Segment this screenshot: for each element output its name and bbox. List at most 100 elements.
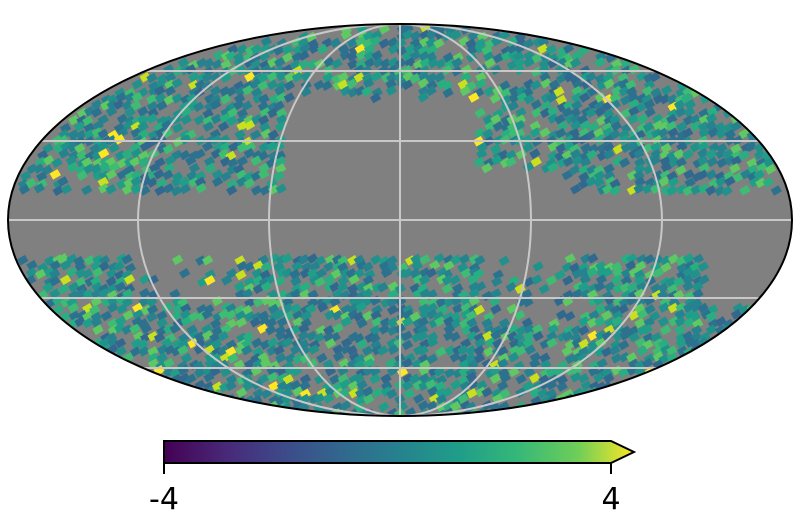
map-pixel xyxy=(427,336,439,348)
map-pixel xyxy=(124,107,136,118)
map-pixel xyxy=(411,260,423,272)
map-pixel xyxy=(419,57,432,69)
map-pixel xyxy=(689,113,701,125)
map-pixel xyxy=(268,381,280,392)
map-pixel xyxy=(523,78,535,90)
map-pixel xyxy=(468,92,480,103)
map-pixel xyxy=(107,336,119,348)
map-pixel xyxy=(611,85,623,97)
map-pixel xyxy=(267,57,279,68)
map-pixel xyxy=(402,373,414,384)
map-pixel xyxy=(356,281,368,293)
map-pixel xyxy=(234,304,246,316)
map-pixel xyxy=(562,156,575,168)
map-pixel xyxy=(529,120,541,132)
map-pixel xyxy=(690,301,702,313)
map-pixel xyxy=(116,157,129,169)
map-pixel xyxy=(409,73,421,84)
map-pixel xyxy=(652,93,665,105)
map-pixel xyxy=(465,371,478,383)
map-pixel xyxy=(257,114,270,126)
map-pixel xyxy=(220,107,232,118)
map-pixel xyxy=(628,105,640,117)
map-pixel xyxy=(481,386,493,398)
map-pixel xyxy=(484,121,496,132)
map-pixel xyxy=(137,114,149,125)
map-pixel xyxy=(459,400,472,411)
map-pixel xyxy=(75,267,87,279)
map-pixel xyxy=(164,72,177,83)
map-pixel xyxy=(609,99,621,111)
map-pixel xyxy=(378,38,390,49)
map-pixel xyxy=(659,169,672,181)
map-pixel xyxy=(523,57,535,68)
map-pixel xyxy=(498,317,510,329)
map-pixel xyxy=(114,281,127,293)
map-pixel xyxy=(401,339,414,351)
map-pixel xyxy=(201,72,214,83)
map-pixel xyxy=(209,71,222,83)
map-pixel xyxy=(689,142,701,153)
map-pixel xyxy=(257,323,269,334)
map-pixel xyxy=(290,288,302,300)
map-pixel xyxy=(692,253,705,265)
map-pixel xyxy=(618,134,631,146)
map-pixel xyxy=(292,316,304,328)
map-pixel xyxy=(338,358,350,369)
map-pixel xyxy=(219,93,232,105)
map-pixel xyxy=(369,92,382,104)
map-pixel xyxy=(130,176,142,187)
map-pixel xyxy=(675,302,687,313)
map-pixel xyxy=(530,156,542,168)
map-pixel xyxy=(92,267,104,278)
map-pixel xyxy=(515,149,527,160)
map-pixel xyxy=(498,29,511,41)
map-pixel xyxy=(354,43,366,55)
map-pixel xyxy=(25,177,37,189)
map-pixel xyxy=(332,351,345,362)
map-pixel xyxy=(513,120,526,131)
map-pixel xyxy=(260,43,272,55)
map-pixel xyxy=(627,134,639,146)
map-pixel xyxy=(226,164,239,175)
map-pixel xyxy=(738,150,750,161)
map-pixel xyxy=(139,141,151,152)
map-pixel xyxy=(257,72,269,84)
map-pixel xyxy=(426,353,438,365)
map-pixel xyxy=(585,107,597,118)
map-pixel xyxy=(379,58,391,69)
map-pixel xyxy=(378,255,390,267)
map-pixel xyxy=(474,43,487,54)
map-pixel xyxy=(91,127,103,138)
map-pixel xyxy=(298,50,310,61)
map-pixel xyxy=(425,37,437,49)
map-pixel xyxy=(386,388,398,400)
map-pixel xyxy=(348,387,360,399)
map-pixel xyxy=(499,94,512,106)
map-pixel xyxy=(274,57,286,68)
map-pixel xyxy=(355,395,367,406)
map-pixel xyxy=(114,322,126,334)
map-pixel xyxy=(634,317,646,329)
map-pixel xyxy=(210,148,222,160)
map-pixel xyxy=(362,73,374,84)
map-pixel xyxy=(299,281,311,293)
map-pixel xyxy=(730,309,743,320)
map-pixel xyxy=(217,331,229,342)
map-pixel xyxy=(387,56,399,68)
map-pixel xyxy=(163,64,175,75)
map-pixel xyxy=(275,114,288,125)
map-pixel xyxy=(579,156,592,168)
map-pixel xyxy=(226,185,238,196)
map-pixel xyxy=(132,302,144,314)
map-pixel xyxy=(523,93,535,105)
map-pixel xyxy=(578,171,590,183)
map-pixel xyxy=(633,170,645,181)
map-pixel xyxy=(265,324,277,336)
map-pixel xyxy=(481,44,493,56)
map-pixel xyxy=(660,161,673,173)
map-pixel xyxy=(666,171,678,182)
map-pixel xyxy=(339,267,351,279)
map-pixel xyxy=(588,309,600,321)
map-pixel xyxy=(236,43,248,55)
